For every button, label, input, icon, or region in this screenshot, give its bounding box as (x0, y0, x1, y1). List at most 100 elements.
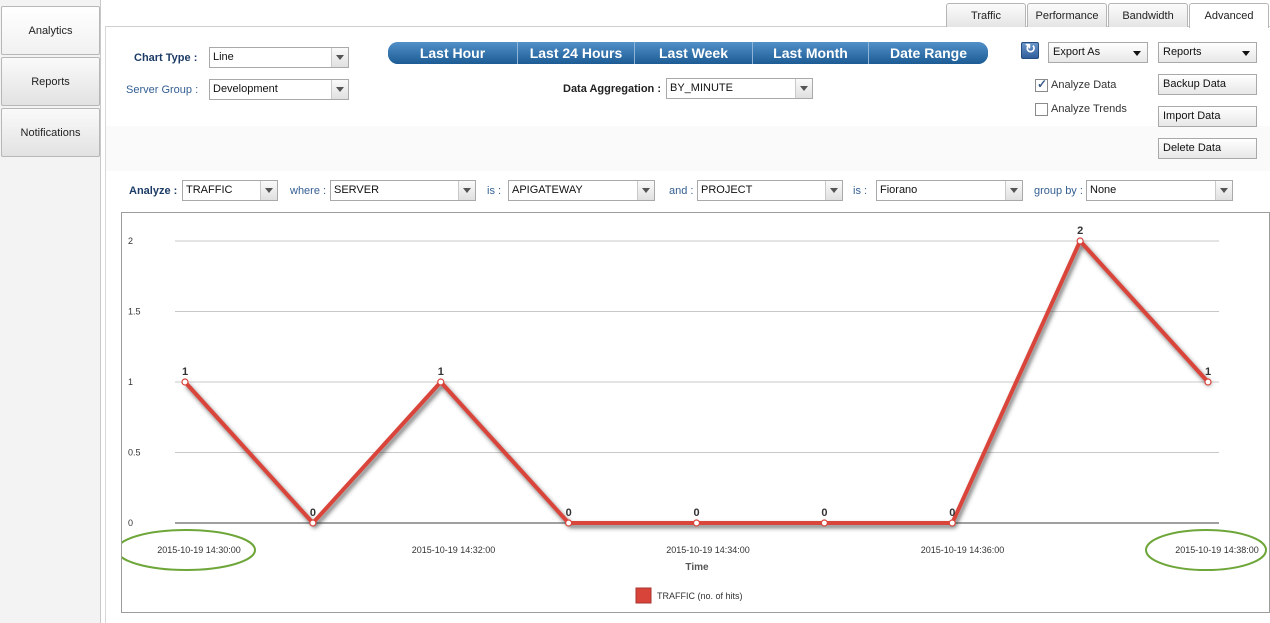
x-tick-label: 2015-10-19 14:36:00 (921, 545, 1005, 555)
and-label: and : (669, 185, 694, 197)
legend-swatch (635, 587, 652, 604)
period-last-week[interactable]: Last Week (635, 42, 753, 64)
filter-band (106, 126, 1270, 171)
data-label: 1 (1205, 366, 1211, 378)
analyze-data-checkbox[interactable] (1035, 77, 1048, 92)
reports-dropdown-label: Reports (1163, 46, 1202, 58)
data-label: 1 (182, 366, 188, 378)
import-data-label: Import Data (1163, 110, 1221, 122)
where-value: SERVER (334, 184, 380, 196)
period-last-month[interactable]: Last Month (753, 42, 869, 64)
data-aggregation-select[interactable]: BY_MINUTE (666, 78, 813, 99)
nav-analytics[interactable]: Analytics (1, 6, 100, 55)
period-selector: Last Hour Last 24 Hours Last Week Last M… (388, 42, 988, 64)
x-tick-label: 2015-10-19 14:30:00 (157, 545, 241, 555)
x-tick-label: 2015-10-19 14:34:00 (666, 545, 750, 555)
tab-performance-label: Performance (1035, 9, 1099, 22)
tab-performance[interactable]: Performance (1027, 3, 1107, 27)
period-last-24-hours[interactable]: Last 24 Hours (518, 42, 635, 64)
nav-notifications-label: Notifications (20, 126, 81, 139)
data-label: 0 (821, 507, 827, 519)
data-aggregation-label: Data Aggregation : (563, 83, 661, 95)
data-point (437, 378, 445, 386)
and-select[interactable]: PROJECT (697, 180, 843, 201)
group-by-label: group by : (1034, 185, 1083, 197)
where-select[interactable]: SERVER (330, 180, 476, 201)
x-axis-title: Time (685, 562, 709, 573)
server-value-select[interactable]: APIGATEWAY (508, 180, 655, 201)
nav-reports[interactable]: Reports (1, 57, 100, 106)
tab-bandwidth-label: Bandwidth (1122, 9, 1174, 22)
analyze-trends-checkbox[interactable] (1035, 103, 1048, 116)
y-tick-label: 1.5 (128, 307, 141, 317)
chevron-down-icon (1005, 181, 1022, 200)
tab-advanced-label: Advanced (1204, 10, 1254, 22)
chart-type-value: Line (213, 51, 234, 63)
refresh-icon[interactable] (1021, 41, 1039, 59)
analyze-label: Analyze : (129, 185, 178, 197)
analyze-trends-label: Analyze Trends (1051, 103, 1127, 115)
period-last-hour[interactable]: Last Hour (388, 42, 518, 64)
delete-data-label: Delete Data (1163, 142, 1222, 154)
nav-reports-label: Reports (31, 75, 70, 88)
nav-notifications[interactable]: Notifications (1, 108, 100, 157)
tab-traffic-label: Traffic (971, 9, 1001, 22)
data-point (309, 519, 317, 527)
import-data-button[interactable]: Import Data (1158, 106, 1257, 127)
group-by-select[interactable]: None (1086, 180, 1233, 201)
x-tick-label: 2015-10-19 14:32:00 (412, 545, 496, 555)
group-by-value: None (1090, 184, 1117, 196)
backup-data-button[interactable]: Backup Data (1158, 74, 1257, 95)
is-label-2: is : (853, 185, 868, 197)
server-group-select[interactable]: Development (209, 79, 349, 100)
export-as-dropdown[interactable]: Export As (1048, 42, 1148, 63)
data-point (1204, 378, 1212, 386)
chart-type-label: Chart Type : (134, 52, 198, 64)
data-point (1076, 237, 1084, 245)
chart-panel: 0 0.5 1 1.5 2 2015-10-19 14:30:00 2015-10-19 1… (116, 212, 1270, 613)
chevron-down-icon (458, 181, 475, 200)
y-tick-label: 2 (128, 236, 133, 246)
data-aggregation-value: BY_MINUTE (670, 82, 733, 94)
left-nav: Analytics Reports Notifications (0, 0, 101, 623)
chevron-down-icon (331, 80, 348, 99)
data-label: 1 (438, 366, 444, 378)
chevron-down-icon (825, 181, 842, 200)
analyze-select[interactable]: TRAFFIC (182, 180, 278, 201)
tab-traffic[interactable]: Traffic (946, 3, 1026, 27)
server-group-label: Server Group : (126, 84, 199, 96)
export-as-label: Export As (1053, 46, 1101, 58)
chevron-down-icon (795, 79, 812, 98)
project-value-select[interactable]: Fiorano (876, 180, 1023, 201)
data-point (948, 519, 956, 527)
tab-advanced[interactable]: Advanced (1189, 3, 1269, 28)
backup-data-label: Backup Data (1163, 78, 1226, 90)
server-group-value: Development (213, 83, 278, 95)
tab-bandwidth[interactable]: Bandwidth (1108, 3, 1188, 27)
is-label-1: is : (487, 185, 502, 197)
analyze-data-label: Analyze Data (1051, 79, 1117, 91)
data-label: 0 (566, 507, 572, 519)
reports-dropdown[interactable]: Reports (1158, 42, 1257, 63)
x-tick-label: 2015-10-19 14:38:00 (1175, 545, 1259, 555)
where-label: where : (290, 185, 327, 197)
data-label: 0 (949, 507, 955, 519)
chevron-down-icon (637, 181, 654, 200)
chevron-down-icon (1215, 181, 1232, 200)
data-point (820, 519, 828, 527)
period-date-range[interactable]: Date Range (869, 42, 988, 64)
and-value: PROJECT (701, 184, 753, 196)
server-value: APIGATEWAY (512, 184, 583, 196)
data-point (692, 519, 701, 527)
y-tick-label: 0 (128, 518, 133, 528)
chevron-down-icon (260, 181, 277, 200)
chart-type-select[interactable]: Line (209, 47, 349, 68)
analyze-value: TRAFFIC (186, 184, 233, 196)
nav-analytics-label: Analytics (28, 24, 73, 37)
data-label: 2 (1077, 225, 1083, 237)
legend-label: TRAFFIC (no. of hits) (657, 591, 743, 601)
highlight-oval-end (1145, 529, 1267, 571)
data-point (565, 519, 573, 527)
data-label: 0 (693, 507, 699, 519)
delete-data-button[interactable]: Delete Data (1158, 138, 1257, 159)
